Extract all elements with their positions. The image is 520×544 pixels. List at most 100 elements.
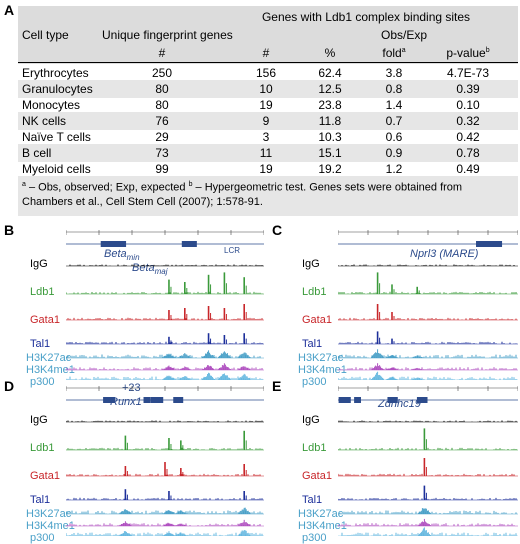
table-header-background bbox=[18, 6, 518, 64]
cell-p: 0.78 bbox=[456, 146, 480, 160]
table-row: Erythrocytes 250 156 62.4 3.8 4.7E-73 bbox=[18, 64, 518, 82]
track-label-h3k27ac: H3K27ac bbox=[298, 352, 344, 364]
track-label-igg: IgG bbox=[302, 258, 320, 270]
track-label-gata1: Gata1 bbox=[30, 470, 60, 482]
track-label-p300: p300 bbox=[302, 532, 327, 544]
track-label-h3k4me1: H3K4me1 bbox=[26, 364, 75, 376]
cell-fold: 1.4 bbox=[385, 98, 403, 112]
cell-cell: Naïve T cells bbox=[22, 130, 91, 144]
panel-e-letter: E bbox=[272, 378, 282, 394]
table-row: Monocytes 80 19 23.8 1.4 0.10 bbox=[18, 96, 518, 114]
header-unique-genes: Unique fingerprint genes bbox=[102, 28, 233, 42]
panel-b-letter: B bbox=[4, 222, 15, 238]
cell-fold: 0.7 bbox=[385, 114, 403, 128]
cell-cell: Erythrocytes bbox=[22, 66, 89, 80]
fingerprint-genes-table: Cell type Unique fingerprint genes Genes… bbox=[18, 4, 518, 216]
header-fold: folda bbox=[382, 46, 406, 60]
cell-pct: 12.5 bbox=[318, 82, 342, 96]
cell-pct: 19.2 bbox=[318, 162, 342, 176]
panel-a-letter: A bbox=[4, 2, 15, 18]
track-label-tal1: Tal1 bbox=[302, 494, 323, 506]
cell-pct: 15.1 bbox=[318, 146, 342, 160]
table-row: B cell 73 11 15.1 0.9 0.78 bbox=[18, 144, 518, 162]
cell-n: 9 bbox=[262, 114, 270, 128]
cell-cell: Monocytes bbox=[22, 98, 81, 112]
cell-fold: 3.8 bbox=[385, 66, 403, 80]
cell-p: 0.49 bbox=[456, 162, 480, 176]
cell-unique: 250 bbox=[151, 66, 173, 80]
cell-unique: 80 bbox=[155, 98, 169, 112]
track-label-h3k4me1: H3K4me1 bbox=[26, 520, 75, 532]
cell-cell: NK cells bbox=[22, 114, 67, 128]
track-label-h3k4me1: H3K4me1 bbox=[298, 364, 347, 376]
cell-unique: 80 bbox=[155, 82, 169, 96]
cell-unique: 99 bbox=[155, 162, 169, 176]
cell-pct: 23.8 bbox=[318, 98, 342, 112]
track-label-igg: IgG bbox=[302, 414, 320, 426]
cell-fold: 0.6 bbox=[385, 130, 403, 144]
cell-pct: 11.8 bbox=[318, 114, 342, 128]
cell-p: 4.7E-73 bbox=[446, 66, 490, 80]
cell-p: 0.39 bbox=[456, 82, 480, 96]
runx1-label: Runx1 bbox=[110, 396, 142, 408]
genome-browser-tracks-c bbox=[338, 230, 518, 380]
cell-unique: 73 bbox=[155, 146, 169, 160]
genome-browser-tracks-e bbox=[338, 386, 518, 536]
track-label-gata1: Gata1 bbox=[302, 470, 332, 482]
cell-cell: Myeloid cells bbox=[22, 162, 91, 176]
track-label-h3k4me1: H3K4me1 bbox=[298, 520, 347, 532]
track-label-h3k27ac: H3K27ac bbox=[26, 508, 72, 520]
nprl3-label: Nprl3 (MARE) bbox=[410, 248, 479, 260]
track-label-tal1: Tal1 bbox=[30, 338, 51, 350]
track-label-igg: IgG bbox=[30, 414, 48, 426]
cell-p: 0.42 bbox=[456, 130, 480, 144]
track-label-ldb1: Ldb1 bbox=[30, 286, 55, 298]
header-rule bbox=[18, 62, 518, 63]
track-label-ldb1: Ldb1 bbox=[302, 442, 327, 454]
lcr-label: LCR bbox=[224, 246, 241, 255]
track-label-h3k27ac: H3K27ac bbox=[26, 352, 72, 364]
cell-fold: 0.8 bbox=[385, 82, 403, 96]
genome-browser-tracks-b bbox=[66, 230, 264, 380]
header-cell-type: Cell type bbox=[22, 28, 69, 42]
track-label-p300: p300 bbox=[30, 532, 55, 544]
header-percent: % bbox=[324, 46, 336, 60]
beta-maj-label: Betamaj bbox=[132, 262, 168, 277]
header-genes-with-binding: Genes with Ldb1 complex binding sites bbox=[261, 10, 471, 24]
cell-n: 3 bbox=[262, 130, 270, 144]
table-footnote: a – Obs, observed; Exp, expected b – Hyp… bbox=[18, 176, 518, 216]
header-hash-genes: # bbox=[262, 46, 270, 60]
track-label-gata1: Gata1 bbox=[30, 314, 60, 326]
panel-c-letter: C bbox=[272, 222, 283, 238]
beta-min-label: Betamin bbox=[104, 248, 140, 263]
track-label-igg: IgG bbox=[30, 258, 48, 270]
table-row: Granulocytes 80 10 12.5 0.8 0.39 bbox=[18, 80, 518, 98]
cell-fold: 0.9 bbox=[385, 146, 403, 160]
cell-n: 10 bbox=[259, 82, 273, 96]
track-label-gata1: Gata1 bbox=[302, 314, 332, 326]
track-label-tal1: Tal1 bbox=[302, 338, 323, 350]
cell-n: 19 bbox=[259, 98, 273, 112]
genome-browser-tracks-d bbox=[66, 386, 264, 536]
cell-pct: 62.4 bbox=[318, 66, 342, 80]
cell-unique: 29 bbox=[155, 130, 169, 144]
table-row: Myeloid cells 99 19 19.2 1.2 0.49 bbox=[18, 160, 518, 178]
cell-unique: 76 bbox=[155, 114, 169, 128]
header-hash-unique: # bbox=[158, 46, 166, 60]
cell-n: 19 bbox=[259, 162, 273, 176]
cell-n: 156 bbox=[255, 66, 277, 80]
cell-p: 0.32 bbox=[456, 114, 480, 128]
header-pvalue: p-valueb bbox=[446, 46, 490, 60]
cell-n: 11 bbox=[259, 146, 273, 160]
track-label-ldb1: Ldb1 bbox=[302, 286, 327, 298]
track-label-h3k27ac: H3K27ac bbox=[298, 508, 344, 520]
track-label-p300: p300 bbox=[30, 376, 55, 388]
cell-cell: Granulocytes bbox=[22, 82, 93, 96]
panel-d-letter: D bbox=[4, 378, 15, 394]
track-label-ldb1: Ldb1 bbox=[30, 442, 55, 454]
cell-fold: 1.2 bbox=[385, 162, 403, 176]
table-row: Naïve T cells 29 3 10.3 0.6 0.42 bbox=[18, 128, 518, 146]
cell-p: 0.10 bbox=[456, 98, 480, 112]
track-label-p300: p300 bbox=[302, 376, 327, 388]
table-row: NK cells 76 9 11.8 0.7 0.32 bbox=[18, 112, 518, 130]
